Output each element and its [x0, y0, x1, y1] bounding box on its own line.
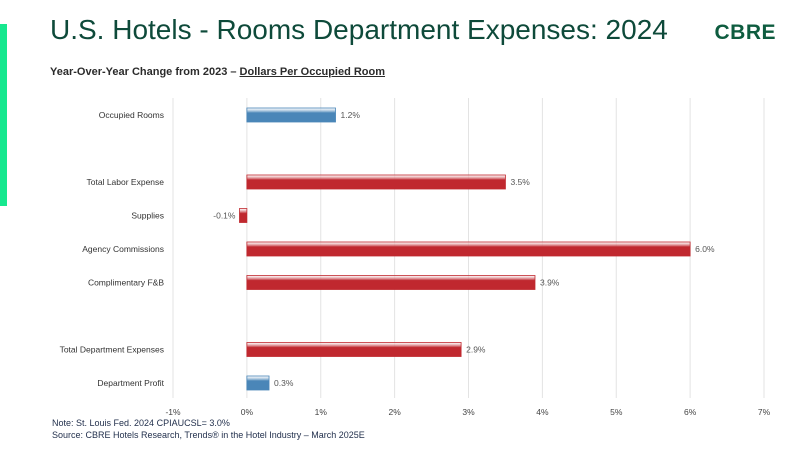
data-label: 1.2%: [341, 110, 361, 120]
chart-subtitle: Year-Over-Year Change from 2023 – Dollar…: [50, 66, 385, 78]
footer-source: Source: CBRE Hotels Research, Trends® in…: [52, 430, 365, 440]
x-tick-label: 2%: [388, 407, 401, 417]
subtitle-unit: Dollars Per Occupied Room: [239, 66, 386, 78]
x-tick-label: 7%: [758, 407, 771, 417]
data-label: 3.5%: [510, 177, 530, 187]
data-label: 0.3%: [274, 378, 294, 388]
data-label: -0.1%: [213, 211, 236, 221]
data-label: 6.0%: [695, 244, 715, 254]
chart-footer: Note: St. Louis Fed. 2024 CPIAUCSL= 3.0%…: [52, 417, 365, 441]
category-label: Total Labor Expense: [87, 177, 165, 187]
category-label: Agency Commissions: [82, 244, 164, 254]
bar: [246, 342, 462, 357]
category-label: Occupied Rooms: [99, 110, 164, 120]
category-label: Complimentary F&B: [88, 278, 164, 288]
cbre-logo: CBRE: [714, 21, 776, 44]
category-label: Total Department Expenses: [60, 345, 164, 355]
data-label: 3.9%: [540, 278, 560, 288]
x-tick-label: -1%: [165, 407, 181, 417]
accent-bar: [0, 24, 7, 206]
bar: [246, 275, 536, 290]
bar: [246, 241, 691, 257]
x-tick-label: 4%: [536, 407, 549, 417]
x-tick-label: 6%: [684, 407, 697, 417]
x-tick-label: 0%: [241, 407, 254, 417]
category-label: Supplies: [131, 211, 164, 221]
bar: [246, 375, 270, 391]
category-label: Department Profit: [97, 378, 164, 388]
x-tick-label: 3%: [462, 407, 475, 417]
footer-note: Note: St. Louis Fed. 2024 CPIAUCSL= 3.0%: [52, 418, 230, 428]
bar: [239, 208, 248, 223]
x-tick-label: 1%: [315, 407, 328, 417]
page-title: U.S. Hotels - Rooms Department Expenses:…: [50, 14, 668, 45]
data-label: 2.9%: [466, 345, 486, 355]
subtitle-prefix: Year-Over-Year Change from 2023 –: [50, 66, 240, 78]
x-tick-label: 5%: [610, 407, 623, 417]
bar: [246, 107, 336, 123]
bar: [246, 174, 506, 190]
